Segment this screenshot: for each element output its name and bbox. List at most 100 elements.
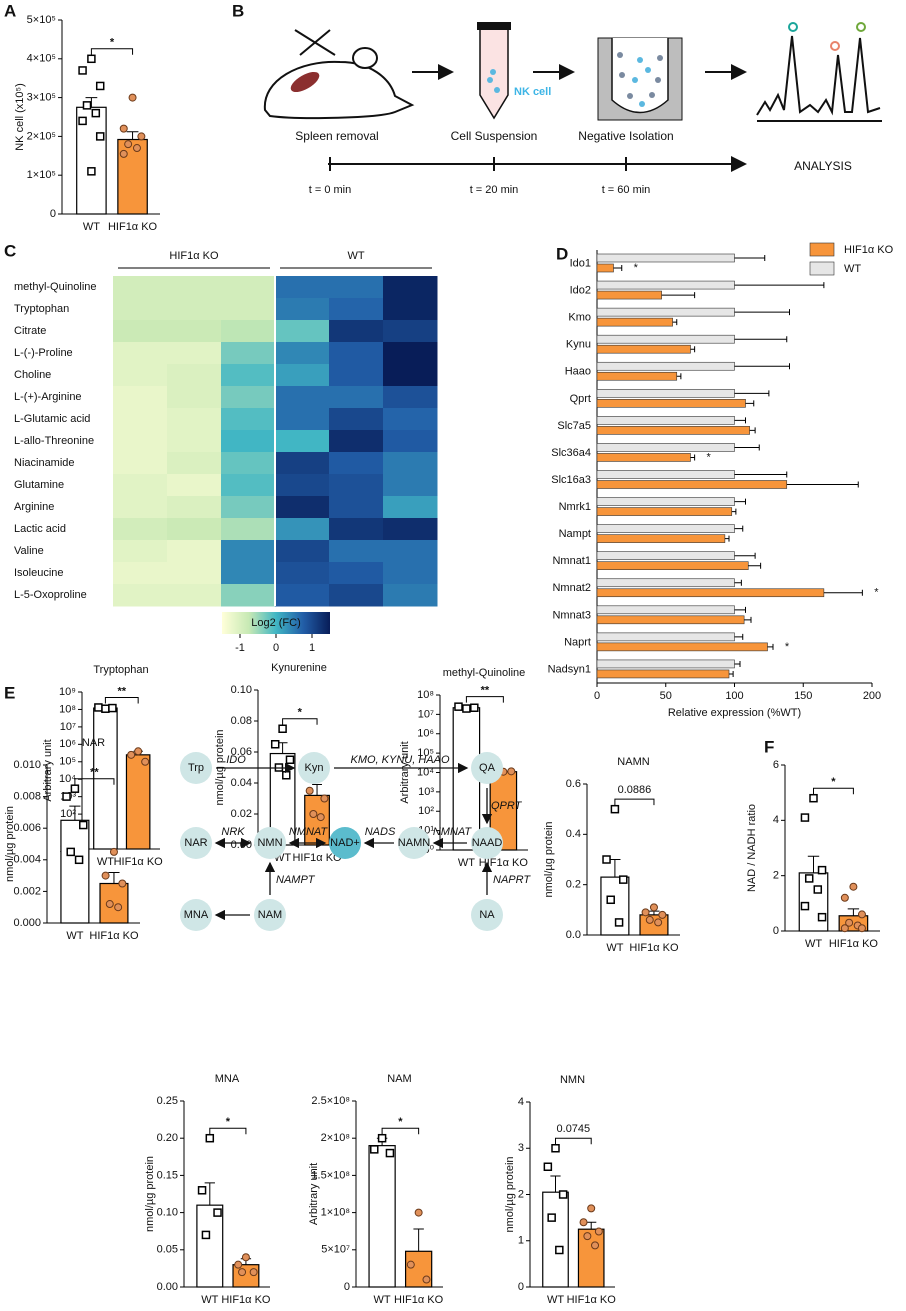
- y-tick-label: 0.000: [13, 917, 41, 929]
- analysis-label: ANALYSIS: [794, 159, 852, 173]
- heatmap-cell: [113, 452, 168, 475]
- data-point: [591, 1241, 600, 1250]
- y-tick-label: 1: [518, 1235, 524, 1247]
- significance-label: *: [226, 1116, 231, 1128]
- y-tick-label: 0.10: [157, 1207, 178, 1219]
- data-point: [800, 901, 810, 911]
- x-tick-label: HIF1α KO: [292, 852, 342, 864]
- significance-bracket: [381, 1127, 420, 1135]
- enzyme-label: NADS: [365, 826, 396, 838]
- error-bar: [734, 552, 756, 559]
- y-tick-label: 0.00: [157, 1281, 178, 1293]
- x-tick-label: WT: [458, 857, 475, 869]
- data-point: [141, 757, 150, 766]
- bar: [596, 659, 735, 669]
- heatmap-cell: [383, 452, 438, 475]
- heatmap-cell: [113, 364, 168, 387]
- pathway-node: [298, 752, 330, 784]
- heatmap-cell: [275, 540, 330, 563]
- pathway-node: [398, 827, 430, 859]
- heatmap-cell: [383, 276, 438, 299]
- significance-bracket: [555, 1137, 592, 1145]
- error-bar: [690, 454, 696, 461]
- data-point: [87, 167, 96, 176]
- colorbar-label: Log2 (FC): [251, 617, 301, 629]
- y-axis-label: nmol/µg protein: [504, 1156, 516, 1232]
- mouse-ear: [352, 47, 378, 69]
- node-label: NAD+: [330, 837, 360, 849]
- heatmap-cell: [383, 496, 438, 519]
- error-bar: [786, 481, 859, 488]
- heatmap-cell: [329, 342, 384, 365]
- heatmap-cell: [113, 430, 168, 453]
- y-tick-label: 10⁸: [417, 689, 434, 701]
- enzyme-label: NAMPT: [276, 874, 316, 886]
- heatmap-cell: [329, 276, 384, 299]
- data-point: [101, 871, 110, 880]
- y-tick-label: 10⁶: [417, 728, 434, 740]
- bar: [596, 524, 735, 533]
- time-label: t = 20 min: [470, 184, 519, 196]
- heatmap-cell: [329, 386, 384, 409]
- row-label: Choline: [14, 369, 51, 381]
- significance-label: **: [481, 685, 490, 697]
- heatmap-cell: [221, 298, 276, 321]
- enzyme-label: NRK: [221, 826, 245, 838]
- heatmap-cell: [167, 430, 222, 453]
- y-tick-label: 0.006: [13, 822, 41, 834]
- heatmap-cell: [113, 342, 168, 365]
- chart-title: Tryptophan: [93, 664, 148, 676]
- data-point: [606, 895, 615, 905]
- data-point: [602, 855, 611, 864]
- y-tick-label: 0: [518, 1281, 524, 1293]
- node-label: MNA: [184, 909, 209, 921]
- enzyme-label: NAPRT: [493, 874, 531, 886]
- x-tick-label: 150: [794, 690, 812, 702]
- x-tick-label: WT: [805, 938, 822, 950]
- heatmap-cell: [167, 364, 222, 387]
- error-bar: [586, 1221, 597, 1230]
- x-tick-label: HIF1α KO: [394, 1294, 444, 1306]
- data-point: [406, 1260, 415, 1269]
- y-tick-label: 4: [773, 814, 779, 826]
- tube-cap: [477, 22, 511, 30]
- node-label: NA: [479, 909, 495, 921]
- error-bar: [734, 444, 760, 451]
- error-bar: [734, 363, 790, 370]
- data-point: [800, 813, 810, 822]
- bar: [596, 551, 735, 560]
- colorbar-tick-label: 1: [309, 642, 315, 654]
- y-axis-label: nmol/µg protein: [4, 806, 16, 882]
- heatmap-cell: [329, 452, 384, 475]
- annotation: *: [634, 262, 639, 274]
- y-tick-label: Naprt: [564, 636, 591, 648]
- error-bar: [734, 336, 788, 343]
- y-tick-label: 10²: [418, 805, 434, 817]
- heatmap-cell: [221, 518, 276, 541]
- significance-label: 0.0886: [618, 784, 652, 796]
- y-axis-label: Arbitrary unit: [399, 741, 411, 803]
- heatmap-cell: [221, 474, 276, 497]
- data-point: [241, 1253, 250, 1262]
- significance-bracket: [614, 798, 655, 806]
- y-tick-label: 2×10⁵: [27, 130, 56, 142]
- heatmap-cell: [329, 562, 384, 585]
- node-label: Kyn: [305, 762, 324, 774]
- y-tick-label: Haao: [565, 366, 591, 378]
- panel-label: A: [4, 1, 16, 20]
- data-point: [583, 1232, 592, 1241]
- x-tick-label: HIF1α KO: [108, 221, 158, 233]
- y-tick-label: 0.2: [566, 879, 581, 891]
- enzyme-label: NMNAT: [289, 826, 329, 838]
- data-point: [108, 703, 117, 713]
- bar: [596, 280, 735, 290]
- error-bar: [734, 606, 746, 613]
- row-label: Citrate: [14, 325, 46, 337]
- y-tick-label: 0: [773, 925, 779, 937]
- error-bar: [734, 417, 746, 424]
- error-bar: [767, 643, 774, 650]
- y-tick-label: 3×10⁵: [27, 92, 56, 104]
- annotation: *: [874, 587, 879, 599]
- y-tick-label: 0.002: [13, 885, 41, 897]
- error-bar: [690, 346, 696, 353]
